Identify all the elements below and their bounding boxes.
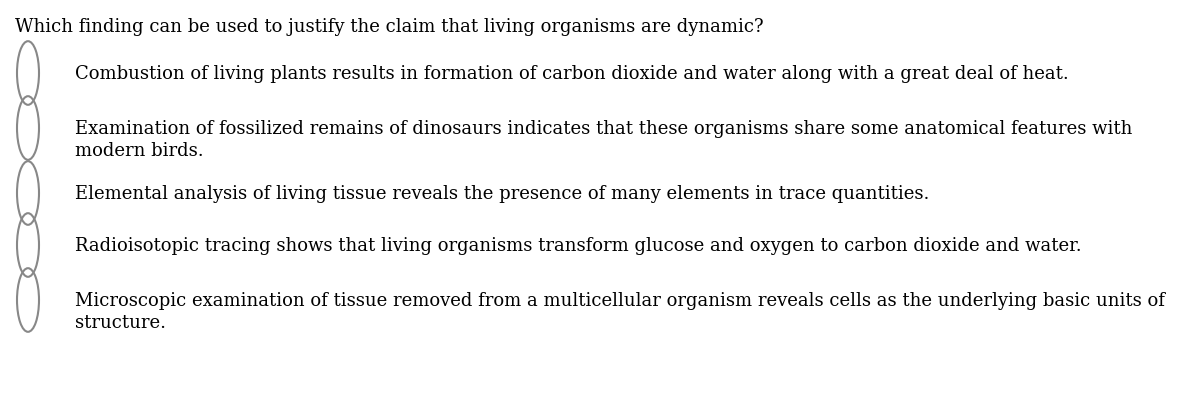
Text: Combustion of living plants results in formation of carbon dioxide and water alo: Combustion of living plants results in f…: [74, 65, 1069, 83]
Text: Microscopic examination of tissue removed from a multicellular organism reveals : Microscopic examination of tissue remove…: [74, 292, 1165, 310]
Text: structure.: structure.: [74, 314, 166, 332]
Text: modern birds.: modern birds.: [74, 142, 204, 160]
Text: Radioisotopic tracing shows that living organisms transform glucose and oxygen t: Radioisotopic tracing shows that living …: [74, 237, 1081, 255]
Text: Which finding can be used to justify the claim that living organisms are dynamic: Which finding can be used to justify the…: [14, 18, 763, 36]
Text: Examination of fossilized remains of dinosaurs indicates that these organisms sh: Examination of fossilized remains of din…: [74, 120, 1133, 138]
Text: Elemental analysis of living tissue reveals the presence of many elements in tra: Elemental analysis of living tissue reve…: [74, 185, 929, 203]
